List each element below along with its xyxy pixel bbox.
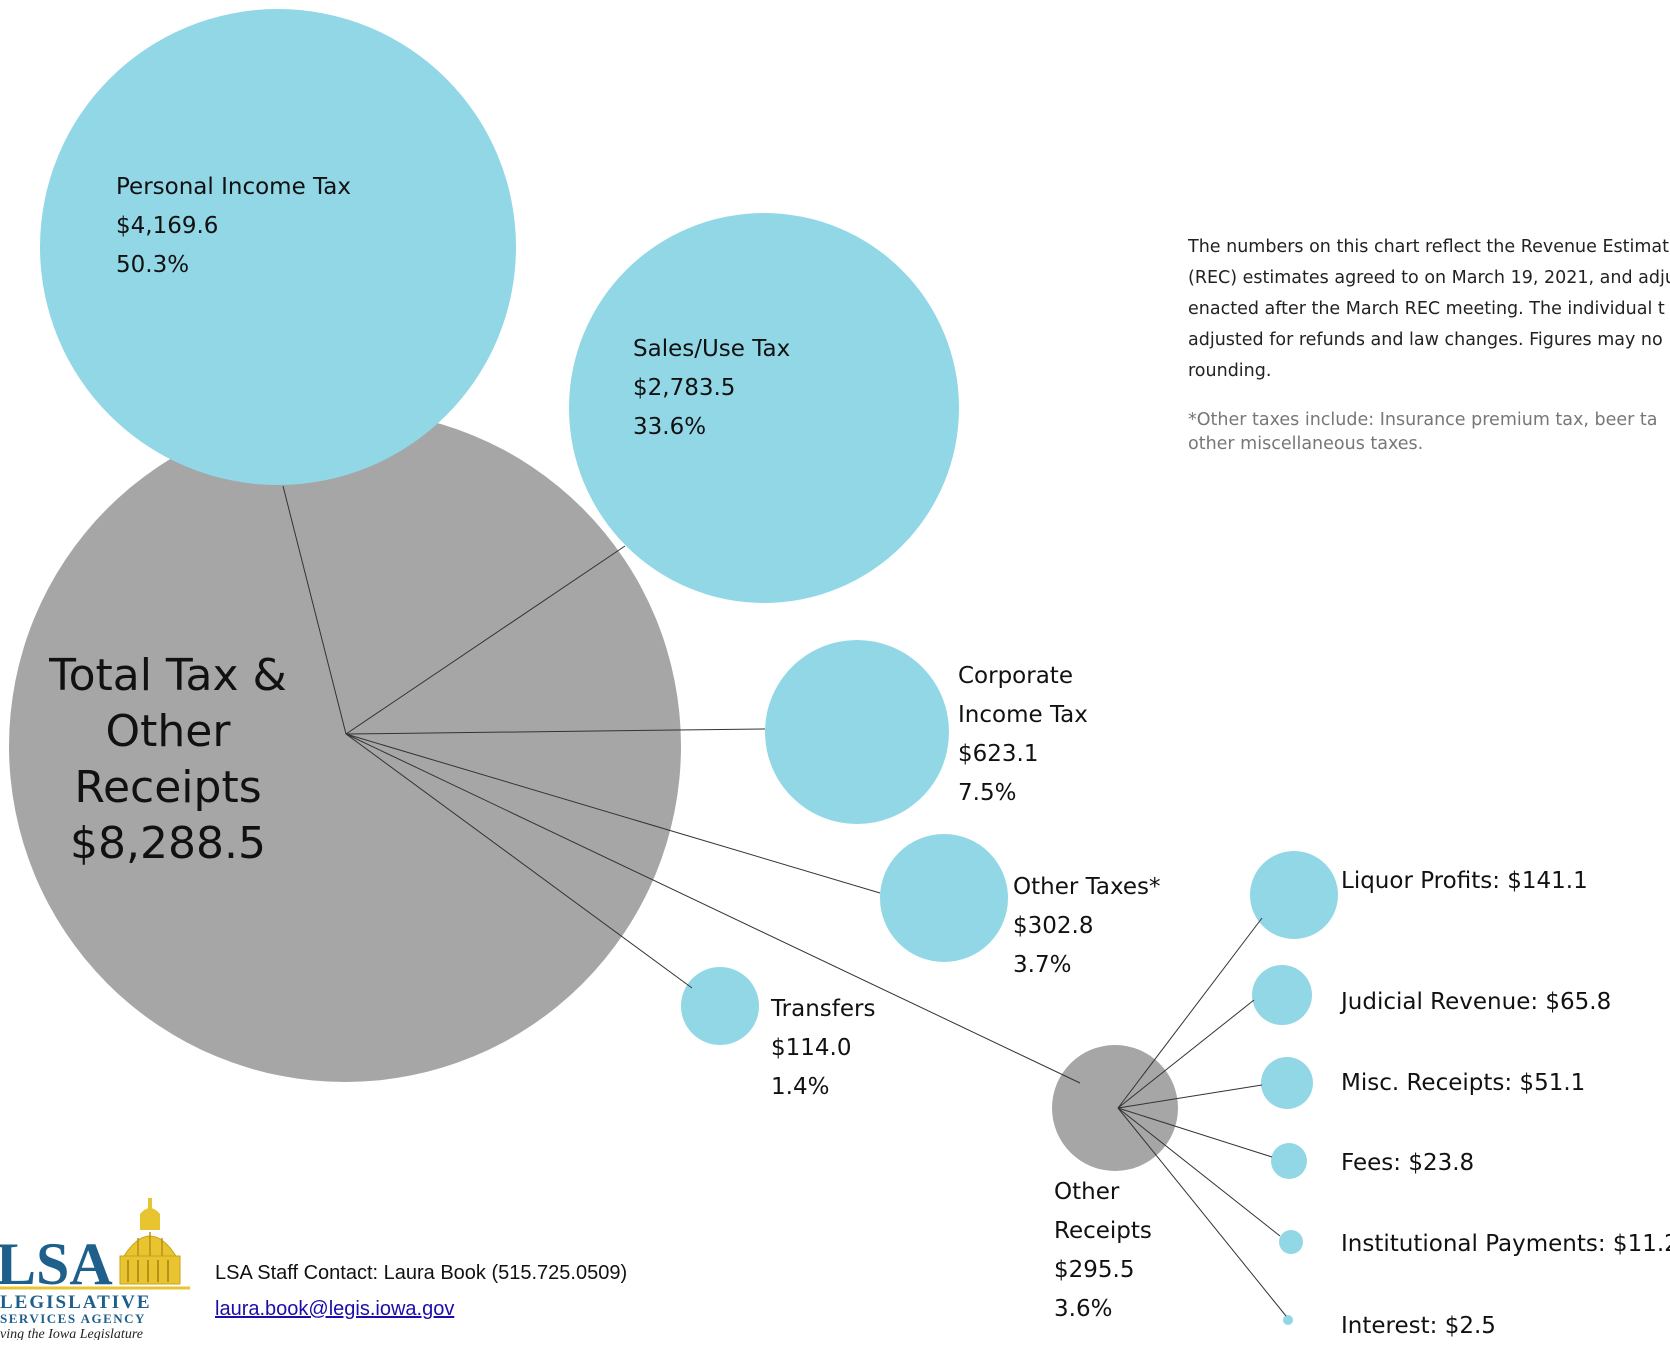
- label-transfers: Transfers $114.0 1.4%: [771, 990, 875, 1107]
- total-line-1: Total Tax &: [49, 650, 287, 701]
- staff-contact: LSA Staff Contact: Laura Book (515.725.0…: [215, 1262, 628, 1284]
- connector-institutional-payments: [1117, 1107, 1281, 1237]
- bubble-liquor-profits: [1250, 851, 1338, 939]
- corporate-income-tax-name-2: Income Tax: [958, 702, 1088, 728]
- total-value: $8,288.5: [70, 818, 266, 869]
- total-line-2: Other Receipts: [74, 706, 262, 813]
- connector-other-receipts: [345, 733, 1081, 1084]
- total-label: Total Tax & Other Receipts $8,288.5: [8, 648, 328, 872]
- logo-initials: LSA: [0, 1231, 113, 1297]
- connector-interest: [1117, 1107, 1287, 1317]
- logo-line-1: LEGISLATIVE: [0, 1292, 152, 1313]
- other-taxes-value: $302.8: [1013, 913, 1094, 939]
- personal-income-tax-name: Personal Income Tax: [116, 174, 351, 200]
- capitol-dome-icon: [119, 1198, 181, 1285]
- bubble-corporate-income-tax: [765, 640, 949, 824]
- label-institutional-payments: Institutional Payments: $11.2: [1341, 1231, 1670, 1257]
- label-fees: Fees: $23.8: [1341, 1150, 1475, 1176]
- bubble-other-taxes: [880, 834, 1008, 962]
- connector-liquor-profits: [1117, 917, 1263, 1109]
- note-line-2: (REC) estimates agreed to on March 19, 2…: [1188, 268, 1670, 288]
- bubble-institutional-payments: [1279, 1230, 1303, 1254]
- logo-line-2: SERVICES AGENCY: [0, 1311, 146, 1326]
- label-misc-receipts: Misc. Receipts: $51.1: [1341, 1070, 1586, 1096]
- transfers-name: Transfers: [771, 996, 876, 1022]
- connector-fees: [1117, 1107, 1273, 1158]
- sales-use-tax-name: Sales/Use Tax: [633, 336, 791, 362]
- label-other-receipts: Other Receipts $295.5 3.6%: [1054, 1173, 1152, 1329]
- label-sales-use-tax: Sales/Use Tax $2,783.5 33.6%: [633, 330, 790, 447]
- bubble-interest: [1283, 1315, 1293, 1325]
- connector-personal-income-tax: [282, 485, 347, 735]
- contact-email-link[interactable]: laura.book@legis.iowa.gov: [215, 1298, 455, 1320]
- other-receipts-name-2: Receipts: [1054, 1218, 1152, 1244]
- note-line-3: enacted after the March REC meeting. The…: [1188, 299, 1665, 319]
- connector-other-taxes: [345, 733, 881, 894]
- transfers-pct: 1.4%: [771, 1074, 830, 1100]
- footnote-line-2: other miscellaneous taxes.: [1188, 434, 1424, 454]
- connector-judicial-revenue: [1117, 999, 1255, 1109]
- logo-tagline: ving the Iowa Legislature: [0, 1327, 143, 1340]
- corporate-income-tax-value: $623.1: [958, 741, 1039, 767]
- other-taxes-name: Other Taxes*: [1013, 874, 1161, 900]
- chart-note: The numbers on this chart reflect the Re…: [1188, 232, 1670, 387]
- note-line-1: The numbers on this chart reflect the Re…: [1188, 237, 1670, 257]
- bubble-judicial-revenue: [1252, 965, 1312, 1025]
- label-other-taxes: Other Taxes* $302.8 3.7%: [1013, 868, 1161, 985]
- other-taxes-pct: 3.7%: [1013, 952, 1072, 978]
- footnote-line-1: *Other taxes include: Insurance premium …: [1188, 410, 1658, 430]
- label-interest: Interest: $2.5: [1341, 1313, 1496, 1339]
- label-judicial-revenue: Judicial Revenue: $65.8: [1341, 989, 1612, 1015]
- connector-transfers: [345, 733, 693, 989]
- label-corporate-income-tax: Corporate Income Tax $623.1 7.5%: [958, 657, 1088, 813]
- bubble-personal-income-tax: [40, 9, 516, 485]
- transfers-value: $114.0: [771, 1035, 852, 1061]
- connector-corporate-income-tax: [345, 728, 766, 735]
- bubble-other-receipts: [1052, 1045, 1178, 1171]
- other-receipts-name-1: Other: [1054, 1179, 1120, 1205]
- bubble-sales-use-tax: [569, 213, 959, 603]
- connector-misc-receipts: [1117, 1084, 1263, 1109]
- corporate-income-tax-name-1: Corporate: [958, 663, 1073, 689]
- other-receipts-pct: 3.6%: [1054, 1296, 1113, 1322]
- connector-sales-use-tax: [345, 545, 626, 735]
- personal-income-tax-value: $4,169.6: [116, 213, 219, 239]
- bubble-misc-receipts: [1261, 1057, 1313, 1109]
- note-line-4: adjusted for refunds and law changes. Fi…: [1188, 330, 1663, 350]
- footnote: *Other taxes include: Insurance premium …: [1188, 408, 1670, 456]
- lsa-logo: LSA LEGISLATIVE SERVICES AGENCY ving the…: [0, 1198, 190, 1340]
- corporate-income-tax-pct: 7.5%: [958, 780, 1017, 806]
- other-receipts-value: $295.5: [1054, 1257, 1135, 1283]
- bubble-total: [9, 410, 681, 1082]
- personal-income-tax-pct: 50.3%: [116, 252, 190, 278]
- label-liquor-profits: Liquor Profits: $141.1: [1341, 868, 1588, 894]
- sales-use-tax-pct: 33.6%: [633, 414, 707, 440]
- bubble-fees: [1271, 1143, 1307, 1179]
- note-line-5: rounding.: [1188, 361, 1272, 381]
- bubble-transfers: [681, 967, 759, 1045]
- label-personal-income-tax: Personal Income Tax $4,169.6 50.3%: [116, 168, 351, 285]
- sales-use-tax-value: $2,783.5: [633, 375, 736, 401]
